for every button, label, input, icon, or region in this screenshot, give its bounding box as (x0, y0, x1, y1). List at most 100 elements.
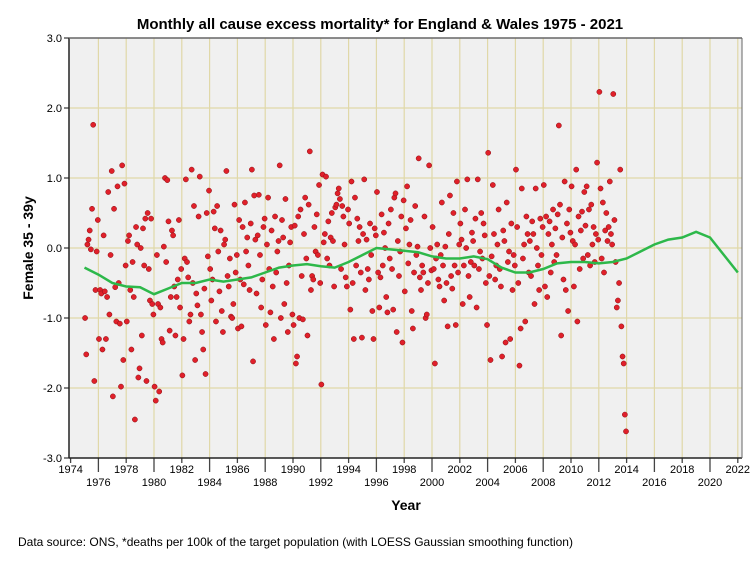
data-point (540, 182, 547, 188)
y-tick-label: 2.0 (47, 103, 62, 115)
data-point (560, 276, 567, 283)
data-point (586, 206, 592, 213)
data-point (495, 206, 502, 213)
data-point (385, 220, 392, 227)
data-point (400, 197, 407, 204)
data-point (574, 318, 581, 325)
data-point (498, 283, 504, 290)
data-point (601, 269, 607, 276)
data-point (341, 241, 348, 248)
data-point (202, 371, 209, 377)
data-point (166, 327, 173, 334)
data-point (573, 166, 580, 173)
data-point (283, 280, 290, 286)
x-tick-label: 2006 (503, 464, 527, 476)
data-point (249, 166, 255, 173)
x-tick-label: 1998 (392, 464, 416, 476)
data-point (304, 332, 311, 339)
data-point (218, 308, 225, 314)
x-tick-label: 2016 (642, 477, 666, 489)
data-point (420, 269, 427, 276)
data-point (120, 357, 127, 363)
data-point (514, 224, 520, 230)
data-point (491, 231, 497, 237)
data-point (582, 222, 589, 229)
data-point (333, 201, 340, 208)
x-tick-label: 1990 (281, 464, 305, 476)
data-point (261, 215, 268, 222)
data-point (542, 283, 548, 290)
data-point (354, 215, 361, 222)
data-point (372, 232, 379, 239)
data-point (290, 322, 297, 328)
data-point (388, 206, 394, 213)
data-point (469, 229, 475, 236)
loess-line (83, 230, 739, 296)
data-point (172, 332, 179, 339)
data-point (250, 358, 256, 365)
data-point (523, 213, 530, 220)
data-point (236, 217, 242, 223)
data-point (619, 353, 626, 360)
data-point (151, 383, 158, 390)
data-point (611, 217, 618, 223)
data-point (342, 274, 349, 281)
data-point (605, 224, 612, 230)
data-point (561, 178, 568, 185)
data-point (567, 229, 574, 236)
data-point (595, 236, 602, 243)
data-point (94, 217, 101, 223)
data-point (374, 189, 380, 195)
data-point (222, 236, 229, 243)
data-point (559, 234, 566, 241)
data-point (211, 225, 218, 232)
data-point (613, 304, 620, 311)
data-point (622, 411, 628, 418)
data-point (356, 224, 363, 230)
data-point (123, 318, 130, 325)
data-point (580, 255, 587, 262)
data-point (279, 217, 285, 223)
data-point (325, 218, 332, 225)
data-point (405, 260, 412, 267)
data-point (596, 89, 603, 95)
data-point (466, 294, 473, 300)
data-point (353, 262, 359, 269)
data-point (537, 215, 544, 222)
data-point (99, 346, 106, 353)
data-point (324, 255, 331, 262)
data-point (264, 241, 270, 248)
data-point (126, 232, 132, 239)
data-point (472, 215, 479, 222)
data-point (196, 173, 203, 180)
data-point (251, 192, 258, 199)
data-point (376, 304, 383, 311)
data-point (623, 428, 629, 435)
data-point (254, 232, 261, 239)
data-point (184, 259, 190, 265)
data-point (386, 255, 393, 262)
data-point (527, 238, 533, 244)
data-point (608, 231, 614, 237)
data-point (322, 231, 328, 237)
data-point (338, 266, 344, 272)
data-point (176, 217, 182, 223)
data-point (346, 220, 353, 227)
data-point (191, 203, 197, 209)
data-point (474, 176, 481, 183)
x-tick-label: 2020 (698, 477, 722, 489)
data-point (487, 357, 494, 363)
data-point (404, 183, 410, 190)
data-point (206, 187, 212, 194)
y-tick-label: 1.0 (47, 173, 62, 185)
data-point (335, 185, 342, 192)
data-point (318, 381, 325, 388)
data-point (499, 353, 505, 360)
data-point (116, 320, 123, 327)
x-tick-label: 1992 (309, 477, 333, 489)
x-tick-label: 1988 (253, 477, 277, 489)
data-point (501, 238, 508, 244)
data-point (134, 241, 141, 248)
data-point (114, 183, 121, 190)
data-point (370, 336, 377, 342)
